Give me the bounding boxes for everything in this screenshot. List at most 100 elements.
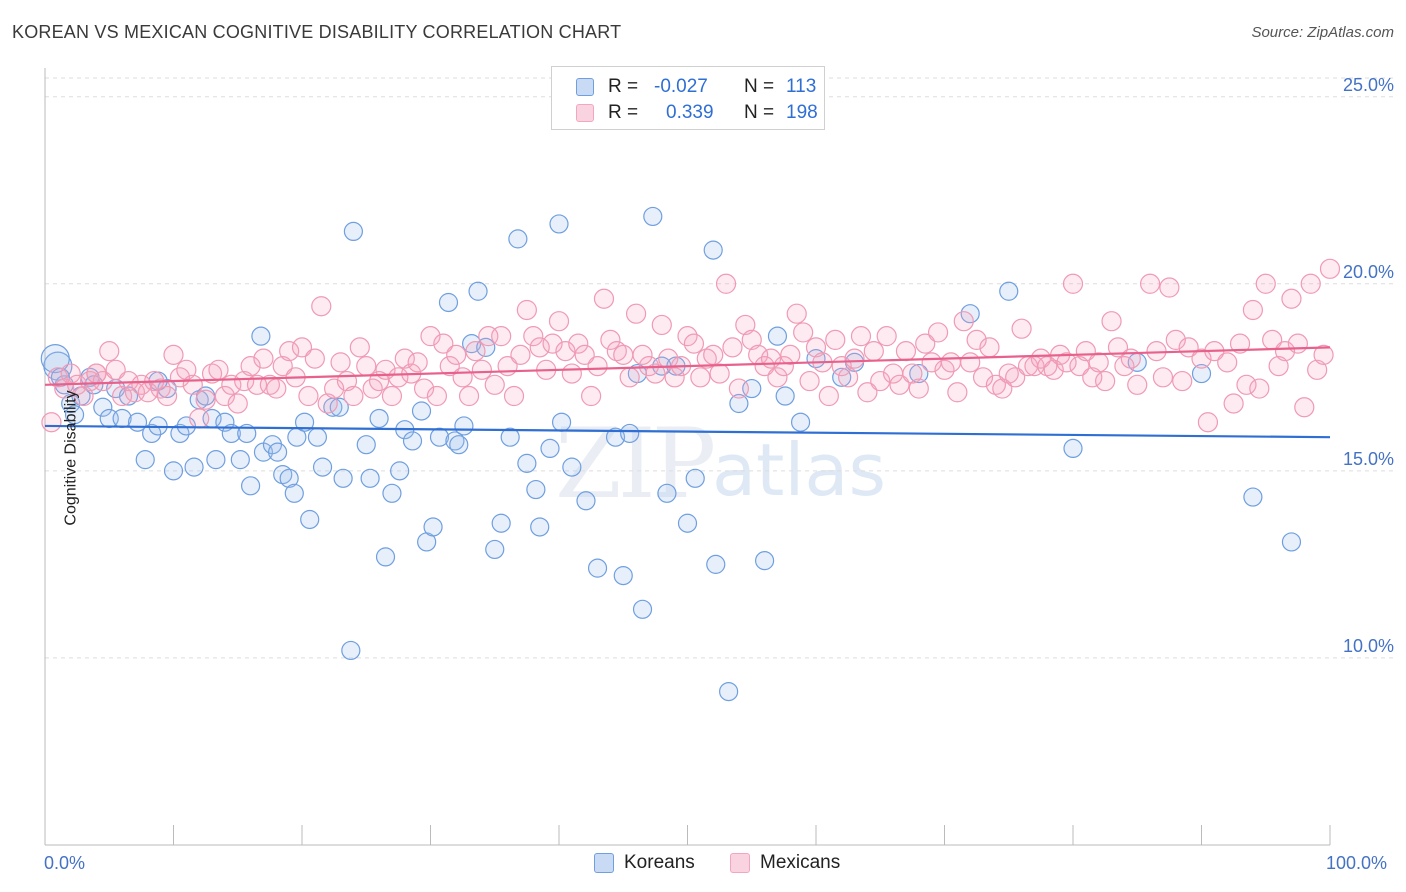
mexican-point bbox=[664, 367, 685, 388]
mexican-point bbox=[690, 367, 711, 388]
korean-point bbox=[307, 427, 328, 447]
korean-point bbox=[832, 367, 852, 387]
mexican-point bbox=[818, 385, 839, 407]
mexican-point bbox=[799, 370, 820, 392]
mexican-point bbox=[850, 326, 872, 347]
x-tick-min: 0.0% bbox=[44, 853, 86, 873]
korean-point bbox=[468, 281, 488, 301]
mexican-point bbox=[972, 367, 994, 388]
chart-source: Source: ZipAtlas.com bbox=[1251, 24, 1394, 41]
mexican-point bbox=[426, 385, 448, 407]
mexican-point bbox=[523, 326, 544, 347]
mexican-point bbox=[696, 348, 717, 369]
mexican-point bbox=[1217, 352, 1238, 373]
mexican-point bbox=[555, 341, 576, 362]
mexican-point bbox=[317, 393, 338, 414]
mexican-point bbox=[304, 348, 325, 369]
korean-point bbox=[767, 326, 788, 346]
mexican-point bbox=[1069, 355, 1090, 377]
legend-n-label: N = bbox=[744, 76, 775, 97]
mexican-point bbox=[516, 299, 537, 321]
korean-trend-line bbox=[44, 424, 1331, 439]
mexican-point bbox=[388, 367, 409, 388]
mexican-point bbox=[324, 378, 345, 399]
mexican-point bbox=[433, 333, 454, 354]
korean-point bbox=[341, 640, 361, 661]
korean-point bbox=[230, 450, 250, 470]
mexican-point bbox=[189, 408, 210, 429]
korean-point bbox=[221, 423, 241, 444]
korean-point bbox=[206, 450, 226, 470]
mexican-point bbox=[773, 355, 794, 377]
mexican-point bbox=[465, 341, 486, 362]
mexican-point bbox=[413, 378, 435, 399]
bottom-legend-swatch-koreans bbox=[594, 853, 614, 873]
korean-point bbox=[375, 547, 396, 567]
korean-point bbox=[163, 461, 184, 481]
korean-point bbox=[491, 513, 511, 533]
mexican-point bbox=[1255, 273, 1276, 294]
korean-point bbox=[576, 491, 596, 511]
correlation-legend: R = -0.027 N = 113 R = 0.339 N = 198 bbox=[551, 66, 825, 130]
mexican-point bbox=[1229, 333, 1251, 354]
mexican-point bbox=[1101, 311, 1122, 332]
mexican-point bbox=[182, 374, 203, 395]
korean-point bbox=[526, 479, 546, 500]
korean-point bbox=[500, 427, 520, 447]
chart-title: KOREAN VS MEXICAN COGNITIVE DISABILITY C… bbox=[12, 22, 622, 42]
korean-point bbox=[613, 566, 633, 586]
mexican-point bbox=[99, 341, 120, 362]
mexican-point bbox=[1088, 352, 1109, 373]
mexican-point bbox=[105, 359, 126, 380]
mexican-point bbox=[593, 288, 615, 309]
mexican-point bbox=[927, 322, 949, 343]
mexican-point bbox=[793, 322, 814, 343]
mexican-point bbox=[343, 385, 364, 407]
mexican-point bbox=[548, 311, 570, 332]
korean-point bbox=[445, 431, 465, 451]
mexican-point bbox=[625, 303, 647, 324]
korean-point bbox=[1243, 487, 1263, 507]
mexican-point bbox=[741, 329, 762, 351]
korean-point bbox=[267, 442, 288, 462]
korean-point bbox=[423, 517, 443, 537]
korean-point bbox=[312, 457, 333, 477]
korean-point bbox=[118, 386, 139, 406]
korean-point bbox=[369, 408, 389, 429]
mexican-point bbox=[240, 355, 261, 377]
mexican-point bbox=[1043, 359, 1064, 380]
korean-point bbox=[382, 483, 402, 503]
mexican-point bbox=[703, 344, 724, 365]
mexican-point bbox=[998, 363, 1019, 384]
korean-point bbox=[40, 344, 70, 374]
mexican-point bbox=[979, 337, 1000, 358]
mexican-point bbox=[471, 359, 492, 380]
mexican-point bbox=[195, 389, 216, 410]
mexican-point bbox=[176, 359, 197, 380]
legend-r-value: -0.027 bbox=[654, 76, 708, 97]
mexican-point bbox=[266, 378, 287, 399]
korean-points bbox=[40, 206, 1302, 702]
mexican-point bbox=[876, 326, 897, 347]
mexican-point bbox=[201, 363, 223, 384]
mexican-point bbox=[279, 341, 300, 362]
korean-point bbox=[184, 457, 204, 477]
korean-point bbox=[135, 450, 155, 470]
mexican-point bbox=[1107, 337, 1129, 358]
mexican-point bbox=[715, 273, 737, 294]
mexican-point bbox=[1011, 318, 1032, 339]
legend-r-label: R = bbox=[608, 102, 639, 123]
y-axis-label: Cognitive Disability bbox=[62, 390, 80, 526]
mexican-point bbox=[600, 329, 621, 351]
mexican-point bbox=[214, 385, 235, 407]
korean-point bbox=[64, 405, 85, 425]
mexican-point bbox=[156, 385, 178, 407]
legend-row-koreans: R = -0.027 N = 113 bbox=[576, 75, 816, 99]
mexican-point bbox=[1223, 393, 1244, 414]
mexican-point bbox=[1300, 273, 1321, 294]
korean-point bbox=[61, 393, 81, 414]
korean-point bbox=[1063, 438, 1083, 459]
korean-point bbox=[279, 468, 299, 488]
mexican-point bbox=[330, 352, 351, 373]
mexican-point bbox=[857, 382, 878, 403]
